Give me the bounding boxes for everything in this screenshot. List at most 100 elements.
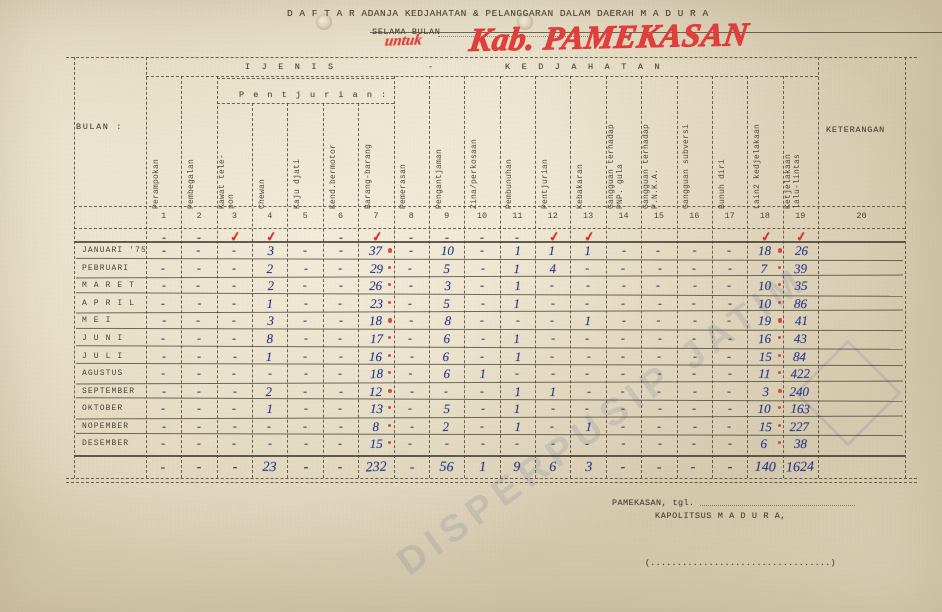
data-cell-col-18: 10 — [757, 401, 771, 417]
footer-signature-line: (..................................) — [645, 558, 836, 568]
month-label-6: J U L I — [82, 351, 124, 361]
column-number-10: 10 — [476, 211, 488, 221]
data-cell-col-19: 43 — [793, 330, 807, 346]
data-cell-col-16: - — [692, 243, 697, 257]
tick-col-8: - — [408, 229, 414, 245]
red-annotation-region: Kab. PAMEKASAN — [467, 17, 752, 60]
total-cell-col-1: - — [160, 460, 166, 475]
data-cell-col-15: - — [656, 313, 661, 328]
red-dot-marker — [387, 388, 393, 394]
red-dot-marker — [387, 335, 391, 339]
punch-hole — [517, 14, 533, 30]
month-label-11: DESEMBER — [82, 439, 130, 449]
red-dot-marker — [777, 248, 783, 253]
subgroup-header-underline — [216, 103, 394, 104]
column-divider-18 — [782, 76, 784, 478]
column-divider-1 — [181, 76, 183, 478]
data-cell-col-12: - — [549, 278, 554, 293]
month-label-1: PEBRUARI — [82, 263, 130, 273]
month-label-7: AGUSTUS — [82, 369, 124, 379]
data-cell-col-4: 1 — [266, 401, 274, 417]
column-number-2: 2 — [196, 211, 202, 221]
red-dot-marker — [777, 371, 781, 375]
red-dot-marker — [777, 265, 781, 269]
tick-col-10: - — [479, 229, 485, 245]
number-row-bottom-rule — [74, 228, 905, 229]
column-divider-14 — [641, 76, 643, 478]
column-number-4: 4 — [267, 211, 273, 221]
table-bottom-border — [66, 478, 917, 479]
column-number-5: 5 — [302, 211, 308, 221]
month-label-5: J U N I — [82, 333, 124, 343]
column-divider-11 — [535, 76, 537, 478]
data-cell-col-19: 35 — [794, 278, 808, 294]
data-cell-col-9: 10 — [440, 243, 454, 258]
data-cell-col-8: - — [409, 313, 414, 328]
data-cell-col-8: - — [408, 366, 413, 381]
table-bottom-border-2 — [66, 482, 917, 483]
month-label-0: JANUARI '75 — [82, 246, 147, 255]
red-dot-marker — [387, 423, 391, 427]
red-dot-marker — [387, 441, 391, 445]
red-checkmark-col-12: ✓ — [547, 228, 561, 245]
month-label-10: NOPEMBER — [82, 421, 130, 431]
tick-col-1: - — [161, 229, 167, 245]
month-column-divider — [146, 57, 147, 478]
data-cell-col-2: - — [197, 295, 202, 310]
column-divider-13 — [605, 76, 607, 478]
column-number-1: 1 — [161, 211, 167, 221]
footer-place: PAMEKASAN, tgl. — [612, 498, 695, 508]
column-number-3: 3 — [231, 211, 237, 221]
tick-col-9: - — [444, 229, 449, 245]
column-divider-10 — [499, 76, 501, 478]
footer-office: KAPOLITSUS M A D U R A, — [655, 511, 787, 521]
data-cell-col-17: - — [727, 418, 732, 433]
column-divider-5 — [322, 103, 324, 478]
data-cell-col-13: - — [585, 260, 590, 275]
data-cell-col-7: 15 — [369, 436, 383, 452]
keterangan-column-divider — [818, 57, 819, 478]
data-cell-col-6: - — [338, 260, 343, 275]
red-checkmark-col-3: ✓ — [229, 228, 243, 245]
table-left-border — [74, 57, 75, 478]
subtitle-struck-through: SELAMA BULAN — [370, 27, 942, 37]
column-number-11: 11 — [512, 211, 523, 221]
column-divider-6 — [358, 103, 360, 478]
footer-date-leader — [700, 505, 855, 506]
totals-top-rule — [74, 455, 905, 457]
document-title: D A F T A R ADANJA KEDJAHATAN & PELANGGA… — [287, 8, 709, 19]
red-dot-marker — [387, 406, 391, 410]
number-row-top-rule — [74, 206, 905, 207]
column-number-18: 18 — [759, 211, 771, 221]
data-cell-col-18: 15 — [758, 348, 772, 364]
tick-col-2: - — [196, 229, 202, 245]
total-cell-col-8: - — [409, 460, 415, 475]
red-checkmark-col-7: ✓ — [370, 228, 384, 245]
data-cell-col-14: - — [621, 436, 626, 451]
red-annotation-untuk: untuk — [383, 32, 424, 50]
column-number-8: 8 — [408, 211, 414, 221]
column-number-6: 6 — [337, 211, 344, 221]
column-number-20: 20 — [856, 211, 867, 221]
red-dot-marker — [387, 265, 391, 269]
table-top-border — [66, 57, 917, 58]
data-cell-col-11: 1 — [513, 401, 521, 417]
data-cell-col-15: - — [657, 366, 662, 381]
red-dot-marker — [777, 335, 781, 339]
subgroup-top-rule — [216, 78, 394, 79]
tick-col-11: - — [514, 229, 520, 245]
red-dot-marker — [777, 423, 781, 427]
red-dot-marker — [777, 300, 781, 304]
group-header-jenis: I J E N I S — [245, 62, 337, 72]
red-dot-marker — [777, 441, 781, 445]
data-cell-col-4: 1 — [265, 348, 273, 364]
group-header-kedjahatan: K E D J A H A T A N — [505, 62, 663, 72]
group-header-dash: - — [428, 62, 434, 72]
red-dot-marker — [387, 283, 391, 287]
tick-col-6: - — [338, 229, 343, 245]
red-checkmark-col-13: ✓ — [583, 228, 596, 245]
